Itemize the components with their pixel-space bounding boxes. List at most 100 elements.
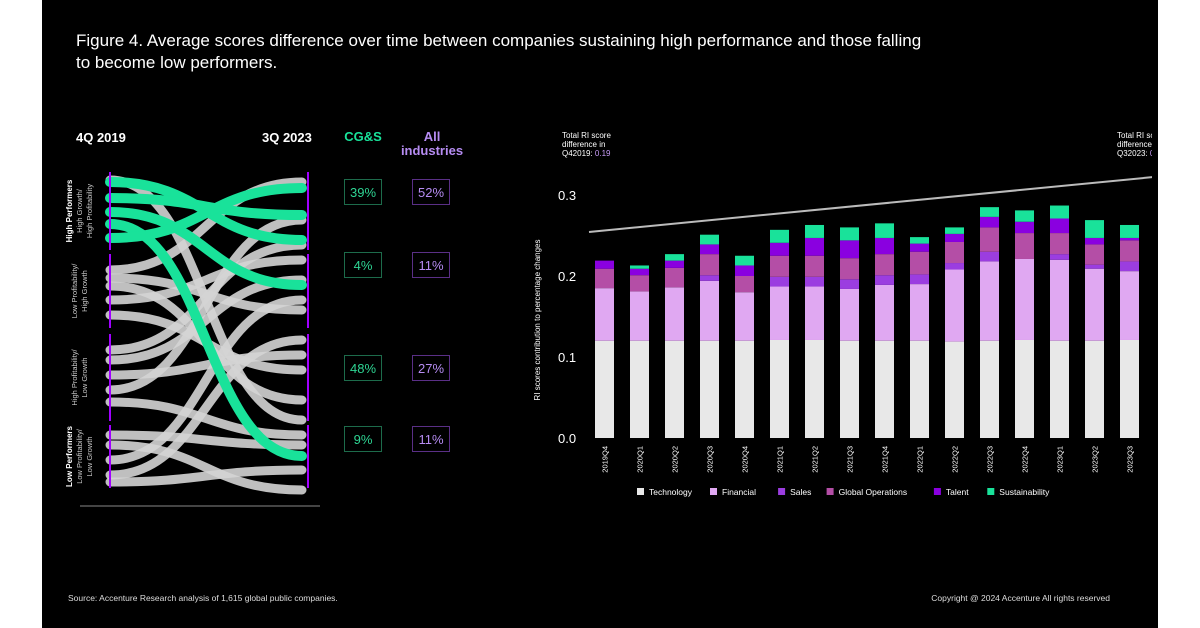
bar-segment-sustainability: [875, 223, 894, 238]
bar-segment-talent: [595, 260, 614, 269]
bar-segment-technology: [630, 340, 649, 438]
sankey-flow-grey: [105, 335, 307, 480]
bar-segment-sales: [1085, 264, 1104, 269]
sankey-group-label: High Growth: [80, 270, 89, 312]
bar-segment-technology: [595, 340, 614, 438]
bar-segment-financial: [700, 280, 719, 341]
annotation-right-text: difference in: [1117, 140, 1152, 149]
annotation-right-text: Total RI score: [1117, 131, 1152, 140]
bar-segment-financial: [910, 284, 929, 341]
bar-segment-financial: [1085, 268, 1104, 341]
bar-segment-global-operations: [770, 255, 789, 277]
sankey-diagram: High Performers High Growth/High Profitab…: [65, 172, 320, 507]
bar-segment-global-operations: [735, 276, 754, 293]
bar-segment-global-operations: [630, 275, 649, 292]
bar-segment-sustainability: [665, 254, 684, 261]
bar-segment-technology: [1015, 339, 1034, 438]
x-tick-label: 2020Q4: [741, 446, 750, 473]
legend-swatch: [933, 488, 941, 495]
bar-segment-global-operations: [1050, 233, 1069, 255]
legend-label: Financial: [722, 487, 756, 497]
bar-segment-sales: [770, 276, 789, 287]
x-tick-label: 2021Q3: [846, 446, 855, 473]
annotation-left-text: Q42019: 0.19: [562, 149, 611, 158]
sankey-flow-grey: [105, 440, 307, 495]
x-tick-label: 2022Q3: [986, 446, 995, 473]
bar-segment-technology: [840, 340, 859, 438]
bar-segment-global-operations: [980, 227, 999, 252]
bar-segment-technology: [980, 340, 999, 438]
x-tick-label: 2023Q2: [1091, 446, 1100, 473]
bar-segment-global-operations: [910, 251, 929, 275]
cgs-value-high-performers: 39%: [344, 179, 382, 205]
bar-segment-global-operations: [595, 268, 614, 289]
bar-segment-sales: [945, 263, 964, 270]
y-tick-label: 0.0: [558, 431, 576, 446]
y-tick-label: 0.3: [558, 188, 576, 203]
bar-segment-global-operations: [1085, 244, 1104, 265]
bar-segment-sustainability: [945, 227, 964, 234]
legend-swatch: [710, 488, 717, 495]
bar-segment-talent: [665, 260, 684, 268]
bar-segment-technology: [1085, 340, 1104, 438]
bar-segment-sales: [1120, 261, 1139, 272]
x-tick-label: 2022Q4: [1021, 446, 1030, 473]
bar-segment-global-operations: [1120, 240, 1139, 262]
bar-segment-sales: [840, 279, 859, 289]
bar-segment-sustainability: [1085, 220, 1104, 238]
x-tick-label: 2023Q3: [1126, 446, 1135, 473]
bar-segment-talent: [735, 265, 754, 276]
cgs-value-low-performers: 9%: [344, 426, 382, 452]
bar-segment-talent: [1015, 221, 1034, 234]
bar-segment-sales: [980, 251, 999, 262]
sankey-group-label: High Growth/: [75, 188, 84, 233]
all-value-high-prof-low-growth: 27%: [412, 355, 450, 381]
x-tick-label: 2020Q3: [706, 446, 715, 473]
x-tick-label: 2021Q4: [881, 446, 890, 473]
bar-segment-sales: [910, 274, 929, 285]
bar-segment-financial: [630, 291, 649, 341]
bar-segment-talent: [910, 243, 929, 252]
bar-segment-sales: [875, 275, 894, 285]
sankey-group-label: High Profitability: [85, 184, 94, 238]
legend-label: Talent: [946, 487, 969, 497]
bar-segment-global-operations: [665, 267, 684, 288]
legend-swatch: [778, 488, 786, 495]
bar-segment-global-operations: [1015, 233, 1034, 259]
stacked-bar-chart: RI scores contribution to percentage cha…: [533, 131, 1152, 497]
y-axis-label: RI scores contribution to percentage cha…: [533, 240, 542, 401]
x-tick-label: 2021Q1: [776, 446, 785, 473]
bar-segment-talent: [630, 268, 649, 276]
x-tick-label: 2023Q1: [1056, 446, 1065, 473]
legend-label: Sustainability: [999, 487, 1050, 497]
bar-segment-talent: [840, 240, 859, 259]
sankey-group-label: Low Growth: [80, 357, 89, 397]
all-value-low-prof-high-growth: 11%: [412, 252, 450, 278]
annotation-left-text: Total RI score: [562, 131, 611, 140]
bar-segment-financial: [595, 288, 614, 341]
bar-segment-sustainability: [630, 265, 649, 269]
bar-segment-sustainability: [980, 207, 999, 217]
all-industries-header-line1: All: [423, 129, 441, 144]
x-tick-label: 2022Q2: [951, 446, 960, 473]
annotation-left-text: difference in: [562, 140, 605, 149]
bar-segment-global-operations: [700, 254, 719, 276]
source-note: Source: Accenture Research analysis of 1…: [68, 593, 338, 603]
bar-segment-financial: [875, 284, 894, 341]
x-tick-label: 2020Q2: [671, 446, 680, 473]
sankey-flow-green: [105, 183, 307, 243]
bar-segment-technology: [770, 339, 789, 438]
sankey-flow-grey: [105, 295, 307, 465]
x-tick-label: 2019Q4: [601, 446, 610, 473]
bar-segment-technology: [875, 340, 894, 438]
bar-segment-sustainability: [1015, 210, 1034, 222]
copyright-note: Copyright @ 2024 Accenture All rights re…: [931, 593, 1110, 603]
bar-segment-sustainability: [805, 224, 824, 238]
legend-label: Global Operations: [839, 487, 908, 497]
sankey-flow-green: [105, 207, 307, 290]
bar-segment-sustainability: [770, 229, 789, 243]
bar-segment-technology: [1120, 339, 1139, 438]
bar-segment-talent: [1120, 237, 1139, 241]
bar-segment-financial: [840, 288, 859, 341]
bar-segment-talent: [945, 233, 964, 242]
